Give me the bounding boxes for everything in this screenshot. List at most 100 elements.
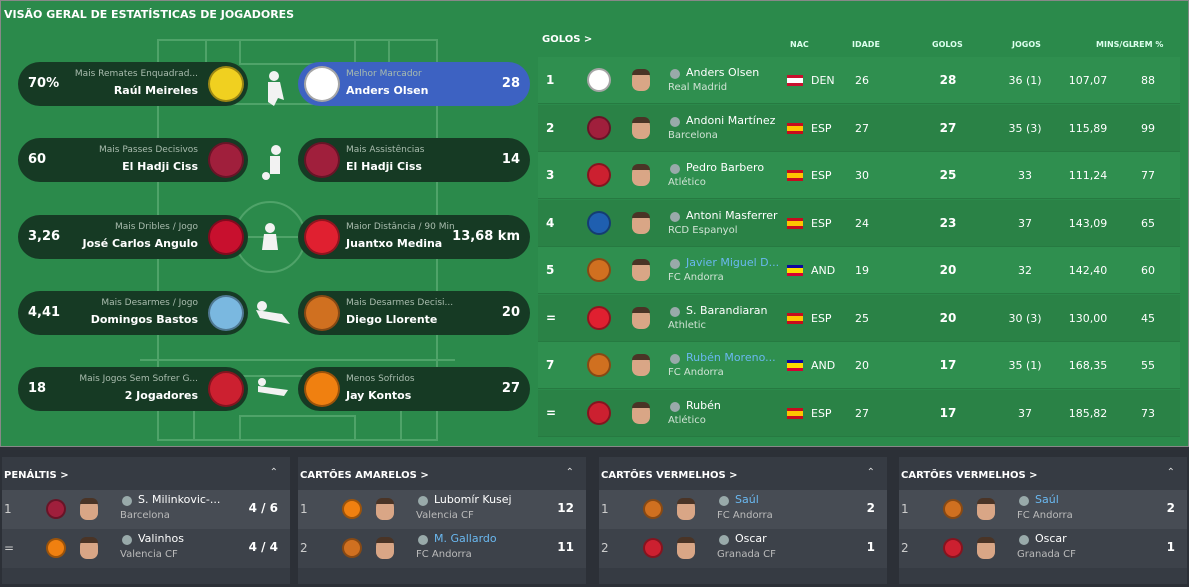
table-row[interactable]: 3 Pedro Barbero Atlético ESP 30 25 33 111,24 77 — [538, 152, 1180, 199]
leader-player[interactable]: Diego Llorente — [346, 312, 438, 326]
leader-card[interactable]: Melhor Marcador Anders Olsen 28 — [298, 62, 530, 106]
info-icon[interactable] — [670, 211, 680, 222]
player-face — [632, 211, 650, 234]
panel-title[interactable]: CARTÕES AMARELOS > — [300, 470, 429, 481]
club-name[interactable]: Atlético — [668, 177, 706, 188]
leader-player[interactable]: El Hadji Ciss — [346, 160, 422, 174]
leader-card[interactable]: 4,41 Mais Desarmes / Jogo Domingos Bastos — [18, 290, 248, 335]
leader-card[interactable]: 60 Mais Passes Decisivos El Hadji Ciss — [18, 138, 248, 183]
table-row[interactable]: 5 Javier Miguel D... FC Andorra AND 19 20 32 14… — [538, 247, 1180, 294]
info-icon[interactable] — [1019, 535, 1029, 545]
collapse-icon[interactable]: ⌃ — [866, 467, 875, 478]
leader-card[interactable]: 70% Mais Remates Enquadrad... Raúl Meirele… — [18, 62, 248, 106]
club-name[interactable]: FC Andorra — [1017, 510, 1073, 521]
table-row[interactable]: 1 Anders Olsen Real Madrid DEN 26 28 36 (1) 107… — [538, 57, 1180, 104]
flag-stripe — [787, 78, 803, 83]
panel-row[interactable]: 1 Lubomír Kusej Valencia CF 12 — [298, 490, 586, 529]
panel-row[interactable]: 1 S. Milinkovic-... Barcelona 4 / 6 — [2, 490, 290, 529]
table-row[interactable]: 4 Antoni Masferrer RCD Espanyol ESP 24 23 37 14… — [538, 199, 1180, 247]
club-name[interactable]: Barcelona — [120, 510, 170, 521]
leader-card[interactable]: 18 Mais Jogos Sem Sofrer G... 2 Jogadores — [18, 367, 248, 412]
player-name[interactable]: Valinhos — [138, 532, 184, 545]
panel-row[interactable]: 2 Oscar Granada CF 1 — [599, 529, 887, 568]
info-icon[interactable] — [670, 116, 680, 127]
player-name[interactable]: Rubén Moreno... — [686, 351, 776, 364]
games: 32 — [1018, 264, 1032, 277]
info-icon[interactable] — [719, 496, 729, 506]
leader-player[interactable]: El Hadji Ciss — [122, 160, 198, 174]
info-icon[interactable] — [670, 259, 680, 269]
panel-row[interactable]: 1 Saúl FC Andorra 2 — [899, 490, 1187, 529]
info-icon[interactable] — [1019, 496, 1029, 506]
info-icon[interactable] — [670, 164, 680, 174]
panel-title[interactable]: CARTÕES VERMELHOS > — [601, 470, 738, 481]
collapse-icon[interactable]: ⌃ — [1166, 467, 1175, 478]
info-icon[interactable] — [670, 306, 680, 317]
info-icon[interactable] — [670, 354, 680, 364]
player-name[interactable]: M. Gallardo — [434, 532, 497, 545]
info-icon[interactable] — [122, 535, 132, 545]
collapse-icon[interactable]: ⌃ — [269, 467, 278, 478]
club-name[interactable]: Athletic — [668, 319, 707, 331]
panel-row[interactable]: 2 Oscar Granada CF 1 — [899, 529, 1187, 568]
info-icon[interactable] — [670, 401, 680, 412]
panel-row[interactable]: 1 Saúl FC Andorra 2 — [599, 490, 887, 529]
player-name[interactable]: Saúl — [1035, 493, 1059, 506]
player-name[interactable]: Antoni Masferrer — [686, 208, 778, 222]
leader-player[interactable]: José Carlos Angulo — [82, 236, 199, 250]
leader-player[interactable]: Raúl Meireles — [113, 84, 198, 97]
table-title[interactable]: GOLOS > — [542, 34, 593, 45]
table-row[interactable]: = S. Barandiaran Athletic ESP 25 20 30 (3) 130,… — [538, 294, 1180, 342]
leader-card[interactable]: Mais Assistências El Hadji Ciss 14 — [298, 138, 530, 183]
hair — [632, 116, 650, 123]
leader-player[interactable]: Jay Kontos — [346, 389, 412, 403]
club-name[interactable]: Barcelona — [668, 129, 718, 141]
player-name[interactable]: S. Milinkovic-... — [138, 493, 221, 506]
player-name[interactable]: Oscar — [735, 532, 767, 545]
leader-card[interactable]: Mais Desarmes Decisi... Diego Llorente 20 — [298, 290, 530, 335]
panel-title[interactable]: CARTÕES VERMELHOS > — [901, 470, 1038, 481]
player-name[interactable]: Anders Olsen — [686, 66, 760, 79]
panel-title[interactable]: PENÁLTIS > — [4, 470, 69, 481]
collapse-icon[interactable]: ⌃ — [565, 467, 574, 478]
club-name[interactable]: Granada CF — [717, 549, 776, 560]
info-icon[interactable] — [418, 496, 428, 506]
club-name[interactable]: FC Andorra — [717, 510, 773, 521]
panel-row[interactable]: 2 M. Gallardo FC Andorra 11 — [298, 529, 586, 568]
player-name[interactable]: Saúl — [735, 493, 759, 506]
info-icon[interactable] — [670, 69, 680, 79]
nationality: ESP — [811, 216, 832, 230]
club-name[interactable]: Valencia CF — [416, 510, 474, 521]
player-name[interactable]: Lubomír Kusej — [434, 493, 512, 506]
club-name[interactable]: Real Madrid — [668, 82, 728, 93]
club-name[interactable]: FC Andorra — [668, 272, 724, 283]
leader-card[interactable]: Menos Sofridos Jay Kontos 27 — [298, 367, 530, 412]
table-row[interactable]: = Rubén Atlético ESP 27 17 37 185,82 73 — [538, 389, 1180, 437]
player-name[interactable]: S. Barandiaran — [686, 303, 768, 317]
info-icon[interactable] — [418, 535, 428, 545]
player-name[interactable]: Oscar — [1035, 532, 1067, 545]
player-name[interactable]: Javier Miguel D... — [686, 256, 780, 269]
club-name[interactable]: RCD Espanyol — [668, 224, 738, 236]
leader-player[interactable]: 2 Jogadores — [124, 389, 198, 403]
info-icon[interactable] — [719, 535, 729, 545]
leader-card[interactable]: Maior Distância / 90 Min Juantxo Medina 13… — [298, 214, 530, 259]
leader-card[interactable]: 3,26 Mais Dribles / Jogo José Carlos Angul… — [18, 214, 248, 259]
table-row[interactable]: 2 Andoni Martínez Barcelona ESP 27 27 35 (3) 11… — [538, 104, 1180, 152]
player-name[interactable]: Rubén — [686, 398, 721, 412]
club-name[interactable]: FC Andorra — [668, 367, 724, 378]
player-name[interactable]: Pedro Barbero — [686, 161, 765, 174]
leader-player[interactable]: Anders Olsen — [346, 84, 429, 97]
club-name[interactable]: Valencia CF — [120, 549, 178, 560]
table-row[interactable]: 7 Rubén Moreno... FC Andorra AND 20 17 35 (1) 1… — [538, 342, 1180, 389]
info-icon[interactable] — [122, 496, 132, 506]
leader-player[interactable]: Juantxo Medina — [346, 236, 443, 250]
leader-player[interactable]: Domingos Bastos — [90, 312, 198, 326]
player-name[interactable]: Andoni Martínez — [686, 113, 776, 127]
club-name[interactable]: FC Andorra — [416, 549, 472, 560]
club-crest — [587, 210, 611, 235]
panel-row[interactable]: = Valinhos Valencia CF 4 / 4 — [2, 529, 290, 568]
club-name[interactable]: Atlético — [668, 414, 706, 426]
flag — [787, 217, 803, 229]
club-name[interactable]: Granada CF — [1017, 549, 1076, 560]
